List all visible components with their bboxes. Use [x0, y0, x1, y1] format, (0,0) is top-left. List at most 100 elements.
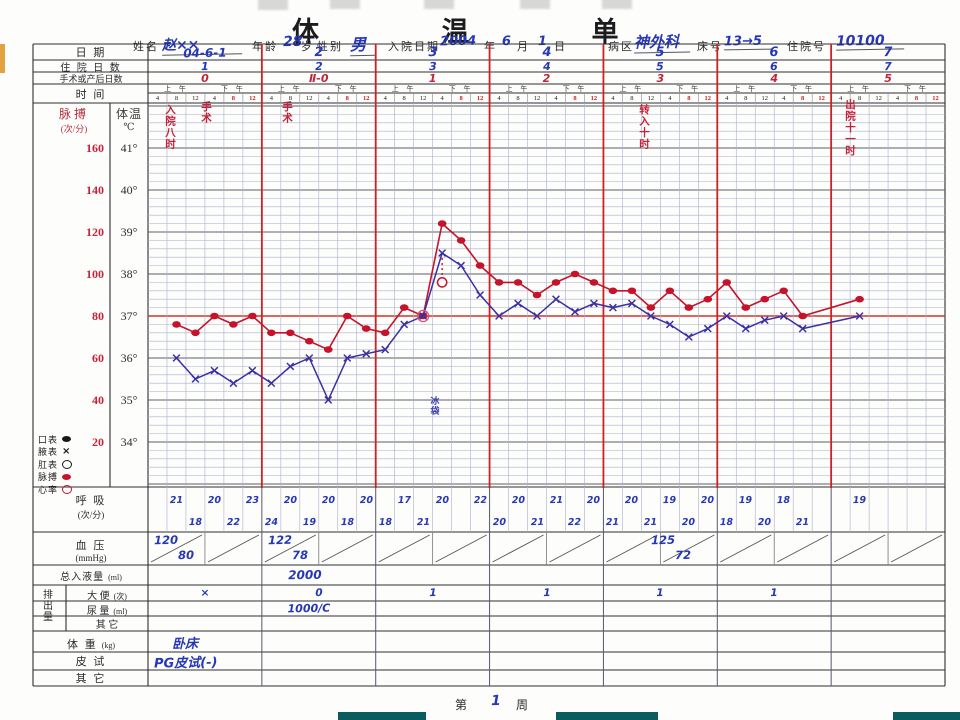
- skin-test-row-label: 皮 试: [75, 656, 107, 668]
- legend-item: 心率: [38, 483, 143, 495]
- op-days-row-label: 手术或产后日数: [59, 73, 123, 84]
- am-label: 上 午: [847, 84, 872, 93]
- respiration-value: 23: [245, 494, 260, 506]
- date-row-label: 日 期: [75, 47, 107, 59]
- pm-label: 下 午: [562, 84, 588, 93]
- temp-tick-label: 34°: [120, 435, 138, 449]
- respiration-value: 17: [397, 494, 411, 506]
- bottom-bar-artifact: [893, 712, 960, 720]
- other-row-label: 其 它: [75, 673, 107, 685]
- pulse-tick-label: 140: [86, 183, 104, 197]
- pulse-tick-label: 160: [86, 141, 104, 155]
- legend-label: 脉搏: [38, 472, 59, 483]
- temp-tick-label: 40°: [120, 183, 138, 197]
- hour-label: 8: [345, 94, 349, 102]
- pulse-axis-header: 脉搏 (次/分): [58, 107, 89, 134]
- bp-diastolic-value: 72: [675, 547, 692, 563]
- respiration-value: 21: [606, 516, 620, 528]
- am-label: 上 午: [505, 84, 531, 93]
- pm-label: 下 午: [334, 84, 360, 93]
- weight-value: 卧床: [171, 636, 199, 653]
- respiration-value: 20: [207, 494, 222, 506]
- hour-label: 12: [875, 94, 882, 102]
- op-days-value: 3: [656, 71, 665, 85]
- left-edge-artifact: [0, 44, 5, 73]
- hour-label: 4: [725, 94, 729, 102]
- bp-systolic-value: 125: [651, 532, 676, 548]
- hour-label: 12: [590, 94, 598, 102]
- respiration-value: 20: [757, 516, 772, 528]
- chart-annotation: 手术: [281, 101, 294, 124]
- legend-item: 脉搏: [38, 471, 143, 483]
- respiration-value: 18: [340, 516, 354, 528]
- respiration-value: 21: [530, 516, 544, 528]
- hour-label: 4: [212, 94, 217, 102]
- hospital-days-row-label: 住 院 日 数: [60, 62, 122, 74]
- legend-label: 腋表: [38, 447, 59, 458]
- fluid-intake-value: 2000: [287, 567, 322, 582]
- op-days-value: 0: [201, 71, 209, 85]
- chart-annotation: 出院十一时: [844, 99, 857, 157]
- respiration-value: 21: [549, 494, 563, 506]
- temp-tick-label: 38°: [120, 267, 138, 281]
- respiration-value: 19: [302, 516, 316, 528]
- legend-label: 肛表: [38, 459, 59, 470]
- stool-count-value: 1: [770, 586, 778, 600]
- bp-systolic-value: 120: [153, 532, 179, 548]
- pm-label: 下 午: [904, 84, 929, 93]
- respiration-value: 22: [473, 494, 487, 506]
- bottom-bar-artifact: [556, 712, 658, 720]
- hour-label: 4: [611, 94, 615, 102]
- hour-label: 12: [704, 94, 712, 102]
- op-days-value: 2: [542, 71, 551, 85]
- temp-tick-label: 41°: [120, 141, 138, 155]
- bottom-bar-artifact: [338, 712, 426, 720]
- legend-label: 心率: [38, 484, 59, 495]
- op-days-value: 4: [770, 71, 779, 85]
- pm-label: 下 午: [676, 84, 702, 93]
- respiration-row-label: 呼 吸 (次/分): [75, 495, 107, 520]
- hour-label: 8: [174, 94, 179, 102]
- temp-tick-label: 36°: [120, 351, 138, 365]
- hour-label: 8: [573, 94, 577, 102]
- footer-week-number: 1: [490, 692, 501, 710]
- page-title: 体 温 单: [292, 17, 677, 47]
- hour-label: 8: [744, 94, 748, 102]
- respiration-value: 20: [283, 494, 298, 506]
- hour-label: 4: [668, 94, 672, 102]
- legend-symbol-circle-black: [62, 459, 73, 469]
- respiration-value: 20: [511, 494, 525, 506]
- hour-label: 4: [839, 94, 843, 102]
- hour-label: 12: [306, 94, 313, 102]
- hour-label: 12: [533, 94, 541, 102]
- respiration-value: 20: [492, 516, 506, 528]
- urine-row-label: 尿 量 (ml): [86, 606, 128, 617]
- output-other-row-label: 其 它: [95, 620, 119, 631]
- hour-label: 4: [155, 94, 160, 102]
- am-label: 上 午: [277, 84, 303, 93]
- respiration-value: 21: [416, 516, 430, 528]
- respiration-value: 19: [852, 494, 867, 506]
- hour-label: 4: [269, 94, 273, 102]
- bp-diastolic-value: 80: [177, 547, 195, 563]
- weight-row-label: 体 重 (kg): [66, 639, 116, 651]
- hour-label: 4: [383, 94, 387, 102]
- respiration-value: 20: [435, 494, 449, 506]
- pulse-tick-label: 40: [92, 393, 104, 407]
- respiration-value: 19: [739, 494, 753, 506]
- urine-volume-value: 1000/C: [287, 601, 331, 615]
- hour-label: 4: [782, 94, 786, 102]
- stool-row-label: 大 便 (次): [87, 591, 127, 602]
- hour-label: 8: [914, 94, 919, 102]
- hour-label: 4: [440, 94, 444, 102]
- am-label: 上 午: [164, 84, 189, 93]
- legend-item: 腋表 ×: [38, 446, 143, 458]
- temp-tick-label: 37°: [120, 309, 138, 323]
- age-suffix: 岁: [301, 41, 312, 53]
- respiration-value: 18: [378, 516, 392, 528]
- respiration-value: 18: [720, 516, 734, 528]
- time-row-label: 时 间: [75, 88, 107, 101]
- respiration-value: 21: [644, 516, 658, 528]
- op-days-value: 5: [884, 71, 892, 85]
